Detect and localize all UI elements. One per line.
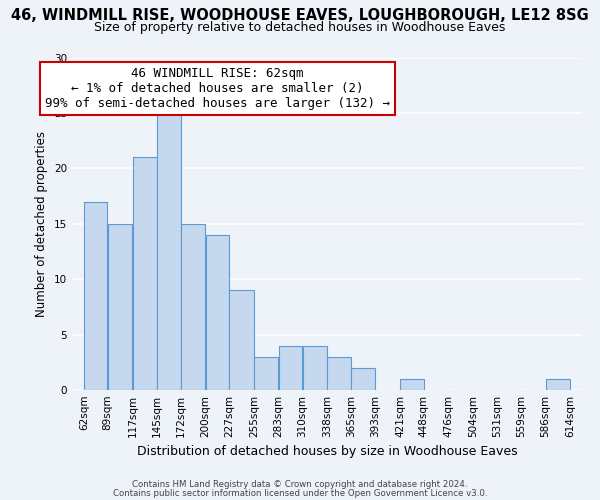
Bar <box>351 368 375 390</box>
Text: 46 WINDMILL RISE: 62sqm
← 1% of detached houses are smaller (2)
99% of semi-deta: 46 WINDMILL RISE: 62sqm ← 1% of detached… <box>45 68 390 110</box>
Bar <box>279 346 302 390</box>
Bar <box>545 379 570 390</box>
Bar <box>84 202 107 390</box>
Text: Size of property relative to detached houses in Woodhouse Eaves: Size of property relative to detached ho… <box>94 21 506 34</box>
Bar <box>302 346 327 390</box>
Bar <box>108 224 132 390</box>
Text: Contains HM Land Registry data © Crown copyright and database right 2024.: Contains HM Land Registry data © Crown c… <box>132 480 468 489</box>
Bar <box>254 357 278 390</box>
Bar <box>229 290 254 390</box>
Bar <box>181 224 205 390</box>
Bar <box>400 379 424 390</box>
Y-axis label: Number of detached properties: Number of detached properties <box>35 130 49 317</box>
Bar <box>206 235 229 390</box>
X-axis label: Distribution of detached houses by size in Woodhouse Eaves: Distribution of detached houses by size … <box>137 446 517 458</box>
Text: 46, WINDMILL RISE, WOODHOUSE EAVES, LOUGHBOROUGH, LE12 8SG: 46, WINDMILL RISE, WOODHOUSE EAVES, LOUG… <box>11 8 589 22</box>
Bar <box>327 357 350 390</box>
Bar <box>133 157 157 390</box>
Text: Contains public sector information licensed under the Open Government Licence v3: Contains public sector information licen… <box>113 488 487 498</box>
Bar <box>157 113 181 390</box>
